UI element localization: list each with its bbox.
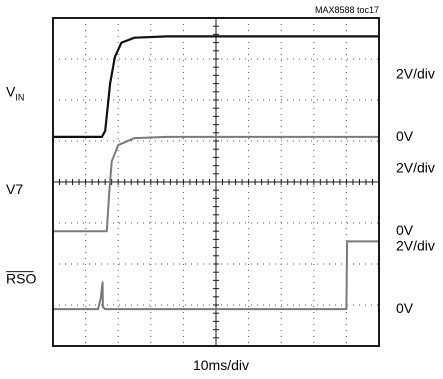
trace-name: V7 xyxy=(6,181,23,197)
trace-2 xyxy=(53,240,379,311)
trace-scale-label: 2V/div xyxy=(396,65,435,81)
waveforms xyxy=(53,35,379,311)
trace-zero-label: 0V xyxy=(396,128,414,144)
trace-name: RSO xyxy=(6,271,36,287)
trace-scale-label: 2V/div xyxy=(396,238,435,254)
trace-0 xyxy=(53,35,379,138)
x-axis-label: 10ms/div xyxy=(193,357,249,373)
trace-zero-label: 0V xyxy=(396,222,414,238)
figure-reference: MAX8588 toc17 xyxy=(315,5,379,15)
trace-name: VIN xyxy=(6,84,24,103)
trace-1 xyxy=(53,135,379,233)
scope-frame xyxy=(52,17,380,347)
trace-zero-label: 0V xyxy=(396,300,414,316)
trace-name-subscript: IN xyxy=(15,93,24,103)
trace-scale-label: 2V/div xyxy=(396,160,435,176)
